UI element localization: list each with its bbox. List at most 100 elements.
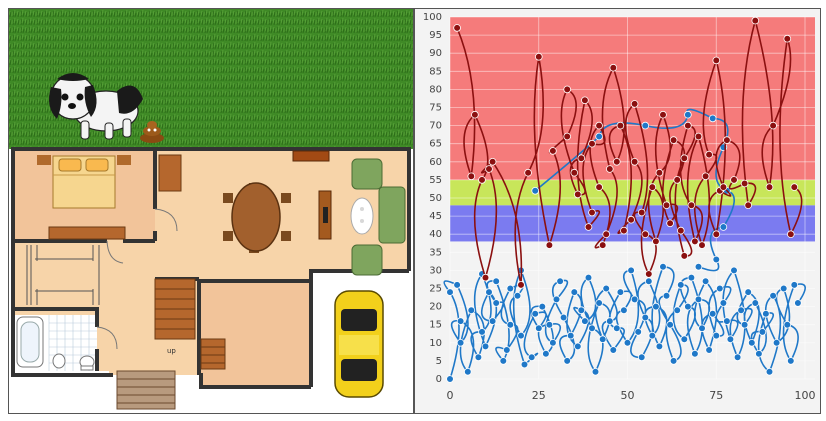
y-tick-label: 45	[429, 211, 442, 222]
data-point	[570, 288, 579, 296]
data-point	[730, 176, 738, 184]
data-point	[701, 172, 710, 181]
data-point	[744, 288, 753, 296]
data-point	[506, 284, 515, 293]
car-icon[interactable]	[334, 290, 384, 398]
floor-plan-panel: up	[8, 8, 414, 414]
data-point	[549, 147, 557, 155]
data-point	[527, 353, 536, 362]
data-point	[552, 295, 561, 304]
data-point	[598, 335, 607, 344]
data-point	[786, 230, 795, 239]
data-point	[648, 183, 657, 191]
data-point	[684, 110, 692, 119]
data-point	[595, 183, 603, 191]
data-point	[488, 158, 497, 166]
data-point	[456, 317, 465, 325]
data-point	[520, 360, 529, 369]
data-point	[730, 266, 738, 275]
data-point	[517, 281, 525, 289]
chart-panel: 0 5 10 15 20 25 30 35 40 45 50 55 60 65 70 75 80 85 90 95 10…	[414, 8, 821, 414]
data-point	[680, 154, 689, 163]
data-point	[712, 331, 721, 340]
data-point	[606, 165, 614, 173]
data-point	[588, 139, 596, 148]
data-point	[676, 226, 685, 235]
data-point	[719, 299, 728, 307]
data-point	[790, 281, 799, 289]
x-tick-label: 25	[532, 389, 546, 402]
dresser-icon[interactable]	[48, 226, 126, 240]
data-point	[577, 306, 586, 315]
data-point	[535, 52, 543, 61]
poop-icon[interactable]	[140, 121, 164, 143]
dining-table-icon[interactable]	[223, 182, 291, 253]
data-point	[616, 121, 625, 130]
y-tick-label: 10	[429, 338, 442, 349]
bed-icon[interactable]	[37, 155, 131, 209]
bookshelf-icon[interactable]	[292, 150, 330, 162]
y-tick-label: 55	[429, 175, 442, 186]
doors	[96, 208, 178, 350]
data-point	[641, 230, 650, 239]
data-point	[715, 284, 724, 293]
data-point	[581, 317, 589, 325]
y-tick-label: 20	[429, 302, 442, 313]
data-point	[684, 121, 692, 130]
y-tick-label: 75	[429, 103, 442, 114]
data-point	[765, 367, 774, 376]
data-point	[769, 121, 777, 130]
data-point	[680, 252, 689, 260]
data-point	[637, 208, 646, 217]
data-point	[630, 295, 639, 304]
data-point	[545, 320, 554, 329]
y-tick-label: 85	[429, 66, 442, 77]
data-point	[531, 187, 539, 195]
y-tick-label: 5	[436, 356, 442, 367]
dog-icon[interactable]	[49, 73, 143, 140]
data-point	[719, 183, 728, 191]
series-group	[443, 16, 806, 383]
data-point	[584, 223, 593, 231]
data-point	[630, 100, 639, 108]
data-point	[513, 291, 522, 300]
data-point	[762, 309, 770, 318]
data-point	[786, 357, 795, 365]
data-point	[613, 324, 621, 333]
data-point	[620, 306, 628, 315]
data-point	[478, 176, 486, 184]
data-point	[598, 241, 607, 249]
data-point	[637, 353, 646, 362]
data-point	[694, 262, 703, 271]
bathtub-icon[interactable]	[16, 316, 44, 368]
data-point	[645, 270, 653, 278]
y-axis: 0 5 10 15 20 25 30 35 40 45 50 55 60 65 70 75 80 85 90 95 10…	[423, 12, 442, 385]
data-point	[563, 357, 572, 365]
sink-icon[interactable]	[52, 353, 66, 369]
data-point	[641, 121, 650, 130]
data-point	[691, 237, 699, 246]
data-point	[471, 110, 479, 119]
data-point	[463, 367, 472, 376]
data-point	[591, 367, 600, 376]
data-point	[499, 357, 508, 365]
data-point	[538, 302, 547, 311]
data-point	[566, 331, 575, 340]
toilet-icon[interactable]	[79, 355, 95, 371]
data-point	[652, 237, 660, 246]
background-band-3	[450, 17, 815, 180]
data-point	[627, 266, 635, 275]
staircase-icon[interactable]	[154, 278, 226, 370]
data-point	[719, 223, 728, 231]
data-point	[609, 346, 618, 354]
front-steps	[116, 370, 176, 410]
y-tick-label: 100	[423, 12, 442, 23]
sofa-icon[interactable]	[350, 158, 406, 276]
data-point	[662, 201, 671, 210]
x-tick-label: 0	[447, 389, 454, 402]
data-point	[740, 320, 749, 329]
data-point	[751, 299, 760, 307]
data-point	[556, 277, 564, 286]
wardrobe-icon[interactable]	[158, 154, 182, 192]
data-point	[740, 179, 749, 188]
